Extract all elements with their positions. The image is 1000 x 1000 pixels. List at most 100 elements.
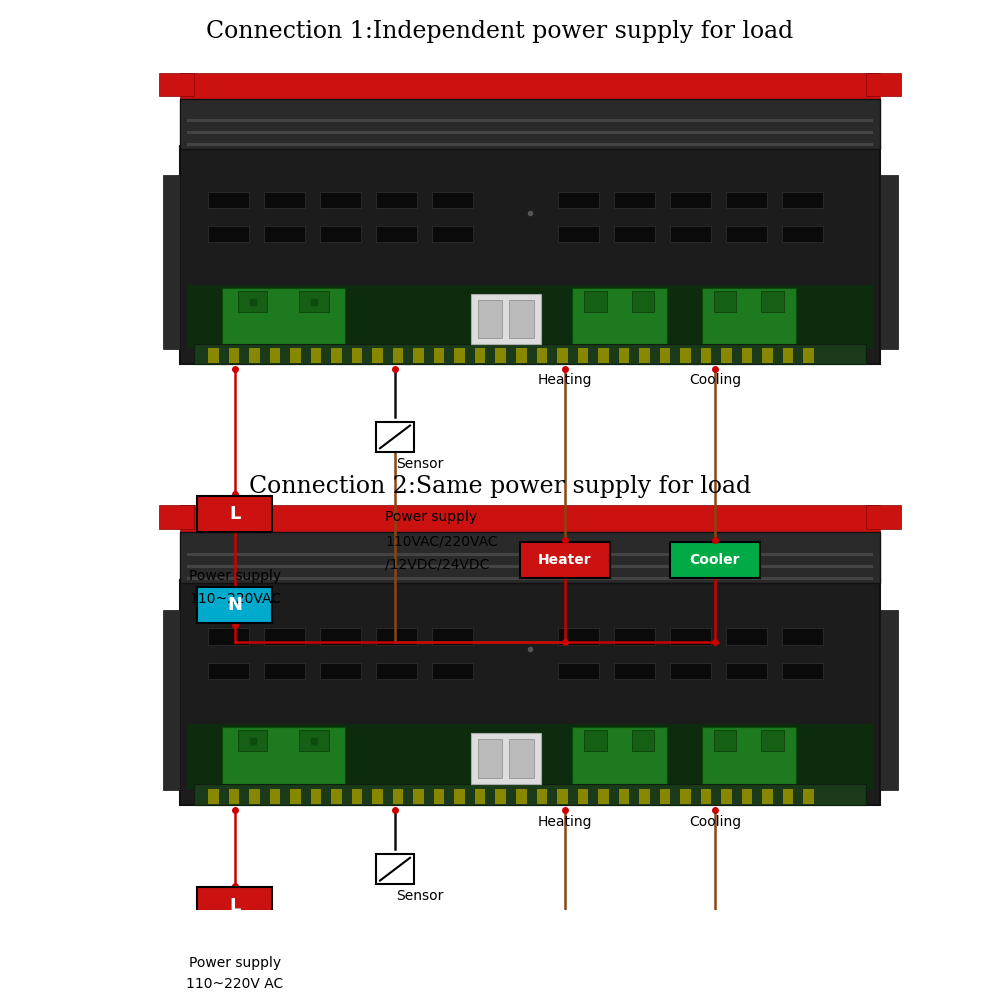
Bar: [632, 730, 654, 751]
Bar: [229, 789, 239, 804]
Bar: [393, 789, 403, 804]
Bar: [187, 285, 873, 349]
Bar: [454, 789, 465, 804]
Bar: [376, 192, 417, 208]
Bar: [726, 663, 767, 679]
Bar: [761, 730, 784, 751]
Bar: [238, 730, 267, 751]
Text: Connection 1:Independent power supply for load: Connection 1:Independent power supply fo…: [206, 20, 794, 43]
Bar: [432, 628, 473, 645]
Bar: [208, 789, 218, 804]
Bar: [478, 300, 502, 338]
Bar: [352, 348, 362, 363]
Bar: [783, 789, 793, 804]
Bar: [208, 192, 249, 208]
Bar: [180, 505, 880, 532]
Bar: [572, 288, 667, 347]
Text: Connection 2:Same power supply for load: Connection 2:Same power supply for load: [249, 475, 751, 498]
Bar: [660, 789, 670, 804]
Bar: [471, 294, 540, 344]
Bar: [249, 789, 260, 804]
Text: /12VDC/24VDC: /12VDC/24VDC: [385, 558, 489, 572]
Bar: [299, 291, 329, 312]
Bar: [159, 505, 194, 529]
Bar: [721, 348, 732, 363]
Bar: [180, 146, 880, 364]
Bar: [208, 348, 218, 363]
Text: Sensor: Sensor: [396, 889, 444, 903]
Text: Power supply: Power supply: [189, 956, 281, 970]
Bar: [782, 628, 823, 645]
Bar: [761, 291, 784, 312]
Bar: [782, 192, 823, 208]
Bar: [762, 348, 773, 363]
Bar: [614, 226, 655, 242]
Bar: [180, 73, 880, 99]
Bar: [598, 348, 609, 363]
Bar: [880, 175, 898, 349]
Bar: [249, 348, 260, 363]
Bar: [614, 192, 655, 208]
Bar: [670, 542, 760, 578]
Bar: [726, 226, 767, 242]
Bar: [614, 628, 655, 645]
Bar: [726, 628, 767, 645]
Bar: [238, 291, 267, 312]
Bar: [475, 348, 485, 363]
Text: Cooling: Cooling: [689, 373, 741, 387]
Bar: [187, 553, 873, 556]
Bar: [434, 348, 444, 363]
Bar: [632, 291, 654, 312]
Bar: [162, 610, 180, 790]
Text: Power supply: Power supply: [189, 569, 281, 583]
Bar: [311, 789, 321, 804]
Bar: [208, 226, 249, 242]
Bar: [454, 348, 465, 363]
Bar: [372, 348, 383, 363]
Bar: [558, 628, 599, 645]
Bar: [702, 288, 796, 347]
Bar: [880, 610, 898, 790]
Bar: [180, 532, 880, 583]
Bar: [742, 348, 752, 363]
Bar: [520, 542, 610, 578]
Bar: [159, 73, 194, 96]
Bar: [475, 789, 485, 804]
Bar: [537, 348, 547, 363]
Bar: [434, 789, 444, 804]
Bar: [478, 739, 502, 778]
Bar: [264, 192, 305, 208]
Bar: [782, 226, 823, 242]
Bar: [187, 143, 873, 146]
Text: Cooler: Cooler: [690, 944, 740, 958]
Text: N: N: [228, 997, 242, 1000]
Bar: [516, 348, 526, 363]
Bar: [162, 175, 180, 349]
Text: Cooler: Cooler: [690, 553, 740, 567]
Bar: [742, 789, 752, 804]
Text: 110~220VAC: 110~220VAC: [189, 592, 281, 606]
Bar: [619, 789, 629, 804]
Bar: [721, 789, 732, 804]
Bar: [413, 348, 424, 363]
Bar: [180, 580, 880, 805]
Bar: [495, 348, 506, 363]
Bar: [187, 565, 873, 568]
Bar: [520, 933, 610, 969]
Bar: [702, 727, 796, 787]
Bar: [432, 226, 473, 242]
Bar: [393, 348, 403, 363]
Bar: [320, 628, 361, 645]
Text: 110VAC/220VAC: 110VAC/220VAC: [385, 534, 498, 548]
Bar: [701, 789, 711, 804]
Bar: [516, 789, 526, 804]
Bar: [376, 854, 414, 884]
Bar: [670, 933, 760, 969]
Bar: [376, 422, 414, 452]
Bar: [558, 226, 599, 242]
Bar: [660, 348, 670, 363]
Bar: [584, 291, 607, 312]
Bar: [670, 663, 711, 679]
Text: L: L: [229, 897, 241, 915]
Bar: [557, 348, 568, 363]
